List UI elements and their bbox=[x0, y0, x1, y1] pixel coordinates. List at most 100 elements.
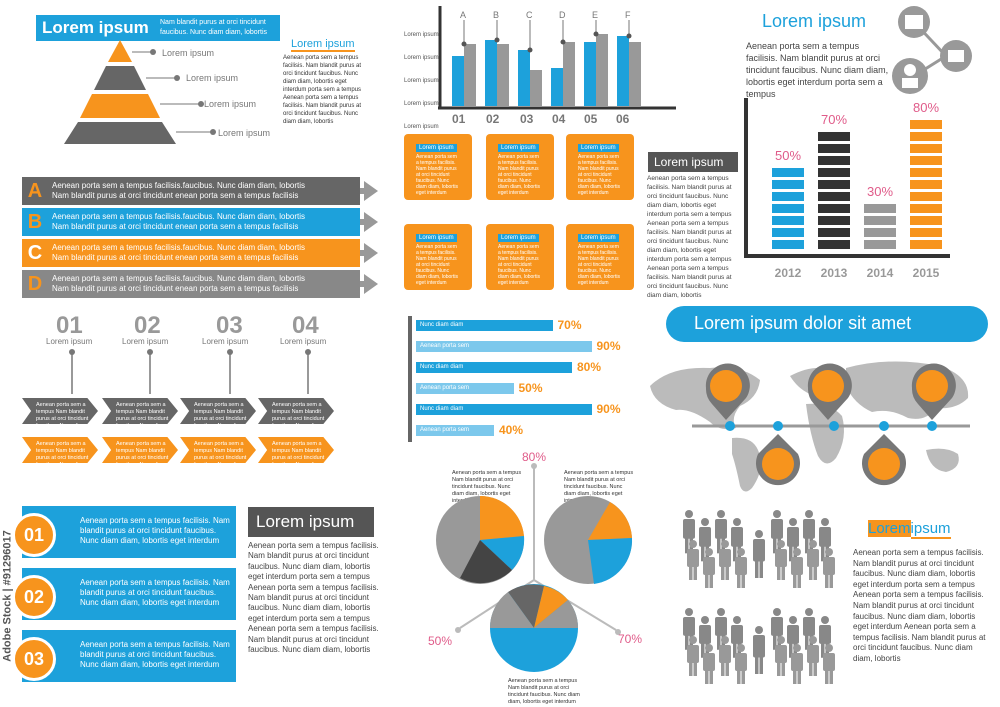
hbar: Nunc diam diam bbox=[416, 320, 553, 331]
year-bar-segment bbox=[910, 216, 942, 225]
scroll-card: Lorem ipsum Aenean porta sem a tempus fa… bbox=[404, 134, 472, 200]
hbar-axis bbox=[408, 316, 412, 442]
hbar: Nunc diam diam bbox=[416, 362, 572, 373]
abcd-row-d: D Aenean porta sem a tempus facilisis.fa… bbox=[22, 270, 360, 298]
hbar-pct: 90% bbox=[596, 339, 621, 353]
world-map bbox=[650, 361, 970, 492]
map-pin-icon bbox=[705, 363, 956, 486]
abcd-line: Aenean porta sem a tempus facilisis.fauc… bbox=[52, 274, 306, 283]
column-bar-blue bbox=[551, 68, 563, 106]
pyramid-label-3: Lorem ipsum bbox=[204, 99, 257, 109]
column-leader-dot bbox=[494, 37, 500, 43]
chevron-dark: Aenean porta sem a tempus Nam blandit pu… bbox=[180, 398, 256, 424]
person-icon bbox=[752, 530, 766, 578]
numbered-item-2: 02 Aenean porta sem a tempus facilisis. … bbox=[12, 568, 236, 620]
scroll-label: Lorem ipsum bbox=[578, 234, 619, 242]
year-bar-segment bbox=[910, 156, 942, 165]
person-icon bbox=[790, 548, 804, 589]
scroll-card: Lorem ipsum Aenean porta sem a tempus fa… bbox=[486, 224, 554, 290]
stock-watermark: Adobe Stock | #91296017 bbox=[1, 530, 14, 662]
year-bar-segment bbox=[910, 240, 942, 249]
abcd-line: Nam blandit purus at orci tincidunt enea… bbox=[52, 222, 299, 231]
person-icon bbox=[822, 644, 836, 685]
column-bar-blue bbox=[485, 40, 497, 106]
year-bar-segment bbox=[864, 228, 896, 237]
hbar-pct: 40% bbox=[499, 423, 524, 437]
pyramid-label-4: Lorem ipsum bbox=[218, 128, 271, 138]
year-bar-label: 30% bbox=[867, 184, 893, 199]
pie-charts bbox=[436, 463, 633, 672]
column-leader-dot bbox=[527, 47, 533, 53]
year-bar-segment bbox=[910, 168, 942, 177]
mid-title: Lorem ipsum bbox=[648, 152, 738, 172]
world-title: Lorem ipsum dolor sit amet bbox=[694, 313, 912, 333]
step-number: 02 bbox=[134, 312, 161, 339]
column-bar-blue bbox=[617, 36, 629, 106]
pyramid-tier-1 bbox=[108, 40, 132, 62]
numbered-circle: 01 bbox=[12, 513, 56, 557]
people-title: Loremipsum bbox=[868, 520, 951, 539]
column-chart-ylabel: Lorem ipsum bbox=[404, 101, 439, 107]
numbered-circle: 02 bbox=[12, 575, 56, 619]
year-bar-segment bbox=[772, 168, 804, 177]
year-label: 2015 bbox=[913, 266, 940, 280]
column-bar-blue bbox=[452, 56, 464, 106]
abcd-line: Nam blandit purus at orci tincidunt enea… bbox=[52, 284, 299, 293]
abcd-letter: C bbox=[27, 242, 43, 264]
year-bar-segment bbox=[910, 204, 942, 213]
pie-caption-bottom: Aenean porta sem a tempus Nam blandit pu… bbox=[508, 678, 580, 705]
person-icon bbox=[718, 636, 732, 677]
column-chart-ylabels: Lorem ipsum Lorem ipsum Lorem ipsum Lore… bbox=[404, 24, 439, 139]
numbered-text: Aenean porta sem a tempus facilisis. Nam… bbox=[80, 516, 230, 545]
year-bar-segment bbox=[772, 240, 804, 249]
year-bar-segment bbox=[818, 168, 850, 177]
column-leader-dot bbox=[593, 31, 599, 37]
step-label: Lorem ipsum bbox=[280, 337, 327, 346]
column-chart-ylabel: Lorem ipsum bbox=[404, 124, 439, 130]
column-chart: A B C D E F bbox=[438, 6, 676, 110]
person-icon bbox=[734, 644, 748, 685]
step-label: Lorem ipsum bbox=[46, 337, 93, 346]
scroll-text: Aenean porta sem a tempus facilisis. Nam… bbox=[416, 154, 458, 196]
numbered-text: Aenean porta sem a tempus facilisis. Nam… bbox=[80, 578, 230, 607]
column-letter: A bbox=[460, 10, 466, 20]
chevron-orange: Aenean porta sem a tempus Nam blandit pu… bbox=[22, 437, 98, 463]
numbered-circle: 03 bbox=[12, 637, 56, 681]
column-bar-gray bbox=[464, 44, 476, 106]
hbar-pct: 80% bbox=[577, 360, 602, 374]
pyramid-label-2: Lorem ipsum bbox=[186, 73, 239, 83]
scroll-card: Lorem ipsum Aenean porta sem a tempus fa… bbox=[566, 224, 634, 290]
pyramid-side-title: Lorem ipsum bbox=[291, 38, 355, 52]
year-bar-segment bbox=[818, 204, 850, 213]
year-bar-label: 70% bbox=[821, 112, 847, 127]
year-bar-segment bbox=[772, 228, 804, 237]
column-letter: F bbox=[625, 10, 631, 20]
people-title-b: ipsum bbox=[910, 520, 951, 539]
year-bar-segment bbox=[864, 204, 896, 213]
year-bar-segment bbox=[818, 132, 850, 141]
scroll-label: Lorem ipsum bbox=[416, 234, 457, 242]
year-bar-segment bbox=[910, 120, 942, 129]
abcd-line: Nam blandit purus at orci tincidunt enea… bbox=[52, 191, 299, 200]
column-letter: E bbox=[592, 10, 598, 20]
column-leader-dot bbox=[461, 41, 467, 47]
chevron-dark: Aenean porta sem a tempus Nam blandit pu… bbox=[22, 398, 98, 424]
abcd-row-b: B Aenean porta sem a tempus facilisis.fa… bbox=[22, 208, 360, 236]
year-bar-segment bbox=[772, 192, 804, 201]
person-icon bbox=[718, 540, 732, 581]
abcd-line: Aenean porta sem a tempus facilisis.fauc… bbox=[52, 243, 306, 252]
year-bar-segment bbox=[910, 228, 942, 237]
chevron-orange: Aenean porta sem a tempus Nam blandit pu… bbox=[180, 437, 256, 463]
pyramid-graphic bbox=[64, 40, 216, 144]
person-icon bbox=[702, 644, 716, 685]
numbered-text: Aenean porta sem a tempus facilisis. Nam… bbox=[80, 640, 230, 669]
bottom-body: Aenean porta sem a tempus facilisis. Nam… bbox=[248, 541, 379, 655]
year-label: 2013 bbox=[821, 266, 848, 280]
arrow-shaft bbox=[360, 250, 366, 256]
year-label: 2012 bbox=[775, 266, 802, 280]
chevron-dark: Aenean porta sem a tempus Nam blandit pu… bbox=[102, 398, 178, 424]
scroll-label: Lorem ipsum bbox=[578, 144, 619, 152]
step-label: Lorem ipsum bbox=[202, 337, 249, 346]
step-connectors bbox=[69, 349, 311, 394]
person-icon bbox=[774, 540, 788, 581]
